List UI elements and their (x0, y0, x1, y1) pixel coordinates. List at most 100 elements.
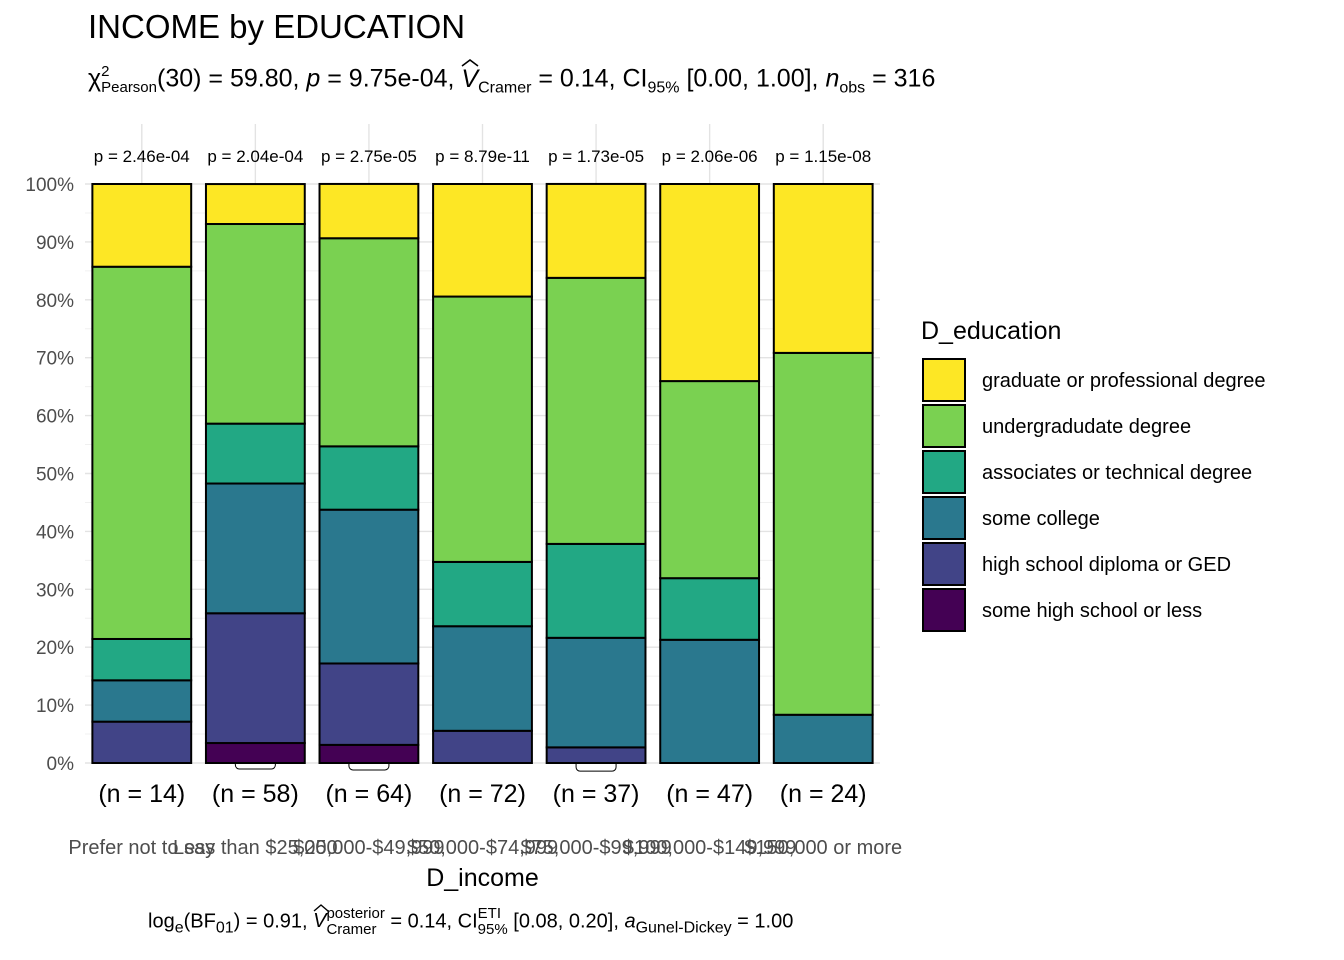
bar-segment (432, 625, 533, 732)
v-stack: posterior Cramer (326, 906, 384, 938)
count-label: (n = 64) (325, 780, 412, 808)
x-tick-label: $25,000-$49,999 (293, 837, 444, 859)
bar-segment (204, 422, 306, 485)
count-label: (n = 24) (780, 780, 867, 808)
x-tick-label: $100,000-$149,999 (623, 837, 797, 859)
a-sub: Gunel-Dickey (635, 919, 732, 937)
y-tick-label: 0% (47, 754, 75, 775)
x-tick-label: Prefer not to say (68, 837, 215, 859)
p-value: = 9.75e-04, (320, 64, 462, 93)
chi-symbol: χ (88, 64, 102, 93)
bar-segment (659, 638, 761, 765)
y-tick-label: 50% (36, 465, 74, 486)
bar-segment (204, 223, 306, 425)
chart-subtitle: χ 2 Pearson (30) = 59.80, p = 9.75e-04, VCr… (88, 58, 936, 98)
x-tick-label: Less than $25,000 (173, 837, 338, 859)
bf-sub: 01 (215, 919, 234, 937)
x-tick-label: $150,000 or more (744, 837, 902, 859)
legend: D_education graduate or professional degr… (921, 317, 1266, 632)
count-label: (n = 72) (439, 780, 526, 808)
legend-item: associates or technical degree (922, 450, 1252, 494)
bar-segment (432, 729, 533, 765)
legend-item: some high school or less (922, 588, 1202, 632)
chi-value: (30) = 59.80, (157, 64, 307, 93)
n-value: = 316 (865, 64, 936, 93)
legend-label: associates or technical degree (982, 462, 1252, 484)
legend-label: undergradudate degree (982, 416, 1191, 438)
bars: 7%7%7%64%14%3%22%22%10%34%7%3%14%27%11%3… (91, 182, 874, 772)
bar-segment (772, 183, 874, 354)
y-tick-label: 10% (36, 696, 74, 717)
bar-segment (772, 351, 874, 716)
chi-stack: 2 Pearson (101, 64, 157, 96)
bar-segment (204, 183, 306, 226)
v-sub-caption: Cramer (326, 921, 377, 938)
legend-item: some college (922, 496, 1100, 540)
legend-swatch (922, 450, 966, 494)
bar-segment (91, 637, 193, 682)
ci-value-caption: [0.08, 0.20], (507, 910, 625, 933)
bar-segment (318, 237, 420, 448)
bar-segment (318, 508, 420, 665)
a-symbol: a (624, 910, 636, 933)
chart-title: INCOME by EDUCATION (88, 8, 466, 45)
legend-item: graduate or professional degree (922, 358, 1266, 402)
bf-paren: (BF (183, 910, 216, 933)
x-axis-title: D_income (426, 864, 539, 892)
bar-segment (659, 380, 761, 580)
y-tick-label: 90% (36, 233, 74, 254)
n-symbol: n (825, 64, 840, 93)
count-label: (n = 58) (212, 780, 299, 808)
bar-segment (204, 482, 306, 615)
p-value-label: p = 2.06e-06 (662, 147, 758, 166)
ci-sup: ETI (477, 905, 502, 922)
chi-sub: Pearson (101, 79, 157, 96)
x-tick-label: $50,000-$74,999 (407, 837, 558, 859)
v-hat-symbol-caption: V (313, 904, 329, 933)
legend-item: high school diploma or GED (922, 542, 1231, 586)
p-value-label: p = 2.75e-05 (321, 147, 417, 166)
bar-segment (432, 560, 533, 628)
legend-swatch (922, 496, 966, 540)
y-tick-label: 60% (36, 407, 74, 428)
legend-item: undergradudate degree (922, 404, 1191, 448)
bf-value: ) = 0.91, (233, 910, 314, 933)
n-sub: obs (839, 79, 866, 97)
ci-sub: 95% (647, 79, 680, 97)
count-label: (n = 14) (98, 780, 185, 808)
count-label: (n = 47) (666, 780, 753, 808)
p-value-label: p = 8.79e-11 (435, 147, 530, 166)
p-value-label: p = 2.46e-04 (94, 147, 190, 166)
legend-swatch (922, 588, 966, 632)
p-value-label: p = 2.04e-04 (207, 147, 303, 166)
y-tick-label: 40% (36, 522, 74, 543)
bar-segment (432, 295, 533, 563)
bar-segment (545, 182, 647, 279)
bf-log: log (148, 910, 175, 933)
p-value-label: p = 1.73e-05 (548, 147, 644, 166)
bar-segment (545, 276, 647, 545)
x-tick-label: $75,000-$99,999 (520, 837, 671, 859)
y-tick-label: 70% (36, 349, 74, 370)
ci-stack: ETI 95% (478, 906, 508, 938)
bar-segment (659, 577, 761, 641)
p-value-label: p = 1.15e-08 (775, 147, 871, 166)
bf-sub-e: e (174, 919, 184, 937)
p-symbol: p (306, 64, 321, 93)
bar-segment (204, 742, 306, 764)
legend-title: D_education (921, 317, 1061, 345)
y-tick-label: 80% (36, 291, 74, 312)
chi-sup: 2 (101, 63, 110, 80)
v-sub: Cramer (478, 79, 532, 97)
bar-segment (659, 183, 761, 383)
bar-segment (318, 445, 420, 511)
v-value: = 0.14, CI (531, 64, 648, 93)
legend-label: graduate or professional degree (982, 370, 1266, 392)
ci-sub-caption: 95% (477, 921, 508, 938)
v-value-caption: = 0.14, CI (384, 910, 478, 933)
v-hat-symbol: V (461, 58, 479, 94)
bar-segment (91, 720, 193, 765)
legend-swatch (922, 404, 966, 448)
bar-segment (432, 183, 533, 298)
